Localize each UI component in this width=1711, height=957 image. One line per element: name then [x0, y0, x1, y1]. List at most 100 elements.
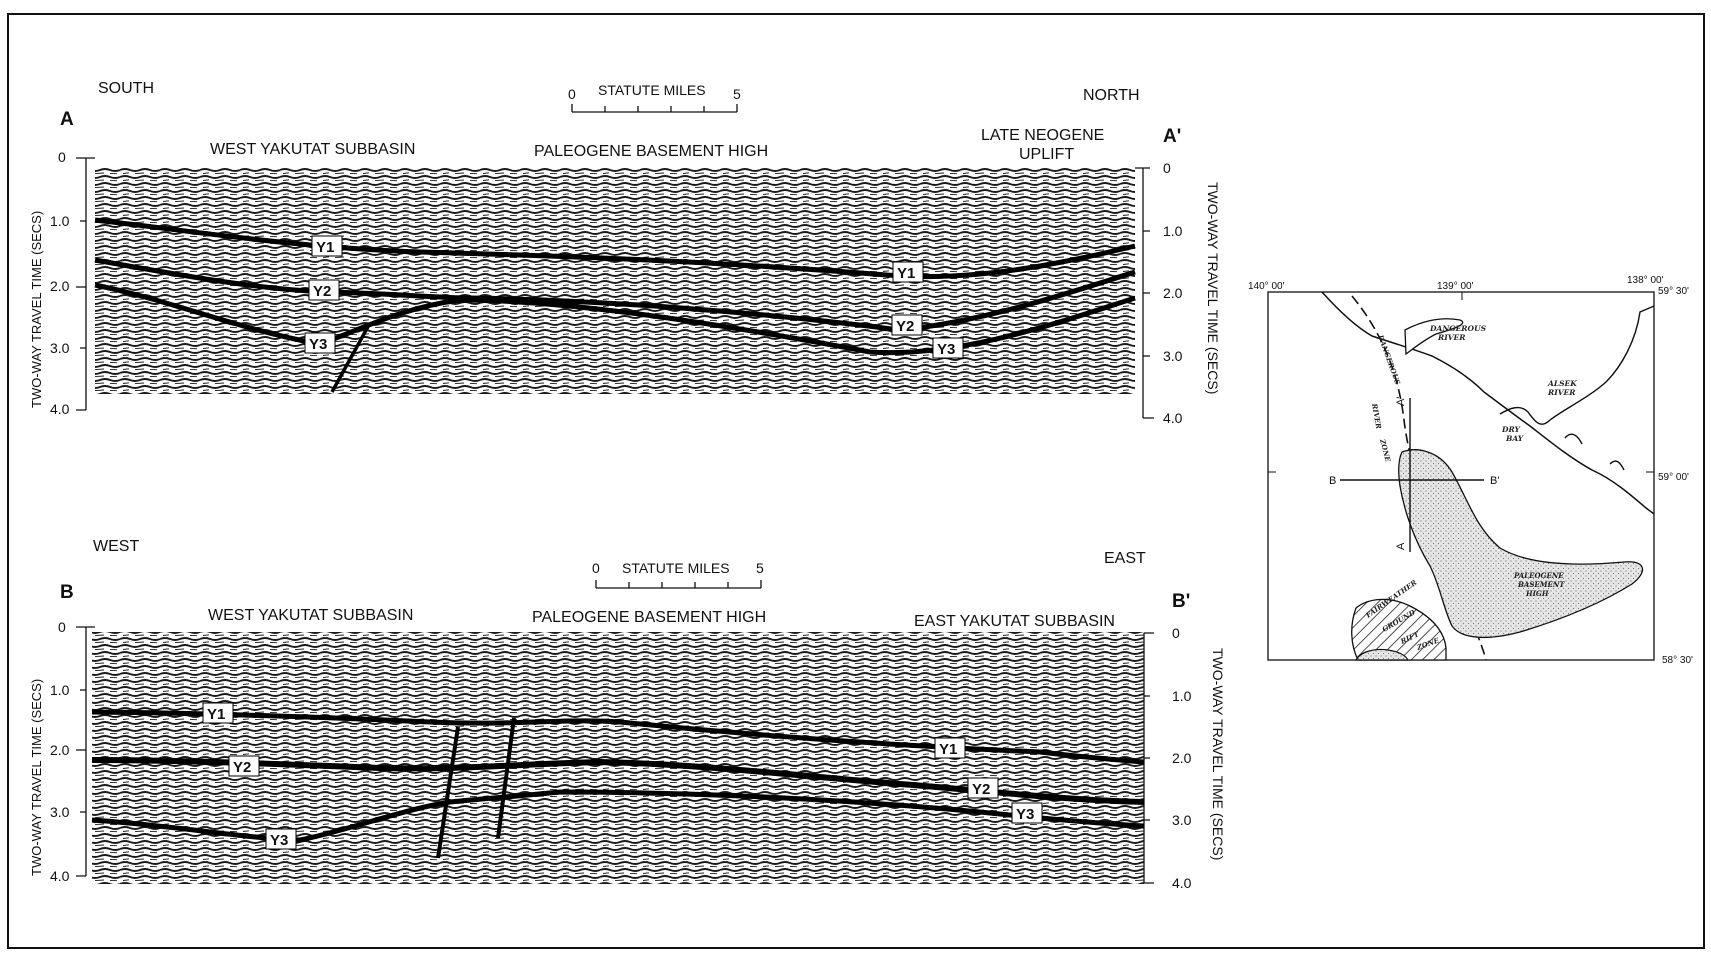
dangerous-river-label: RIVER — [1437, 333, 1466, 342]
direction-right-label: EAST — [1104, 550, 1146, 567]
axis-title: TWO-WAY TRAVEL TIME (SECS) — [29, 211, 44, 408]
tick-label: 3.0 — [50, 340, 70, 356]
axis-title: TWO-WAY TRAVEL TIME (SECS) — [1210, 648, 1226, 860]
horizon-y1 — [91, 709, 1145, 765]
tick-label: 2.0 — [50, 278, 70, 294]
tick-label: 3.0 — [1163, 348, 1183, 364]
svg-text:Y2: Y2 — [313, 283, 331, 300]
horizon-label: Y1 — [892, 261, 924, 283]
region-label-west: WEST YAKUTAT SUBBASIN — [210, 141, 415, 158]
horizon-label: Y2 — [228, 755, 260, 777]
scale-min: 0 — [568, 86, 576, 102]
dry-bay-label: BAY — [1505, 434, 1524, 443]
fairweather-rift-zone-area — [1351, 598, 1447, 661]
horizon-label: Y2 — [308, 279, 340, 301]
svg-text:Y3: Y3 — [937, 341, 955, 358]
tick-label: 2.0 — [50, 742, 70, 758]
svg-text:Y3: Y3 — [270, 832, 288, 849]
scale-max: 5 — [756, 560, 764, 576]
horizon-label: Y1 — [202, 702, 234, 724]
scale-bar: STATUTE MILES 0 5 — [592, 560, 764, 589]
fault-line — [330, 322, 372, 393]
dangerous-river-estuary — [1404, 318, 1464, 356]
dangerous-river-label: DANGEROUS — [1429, 324, 1487, 333]
svg-text:Y1: Y1 — [939, 741, 957, 758]
svg-text:Y1: Y1 — [316, 239, 334, 256]
axis-title: TWO-WAY TRAVEL TIME (SECS) — [1205, 182, 1221, 394]
line-b-end-label: B' — [1490, 475, 1499, 487]
tick-label: 4.0 — [50, 401, 70, 417]
region-label-west: WEST YAKUTAT SUBBASIN — [208, 607, 413, 624]
horizon-label: Y3 — [304, 332, 336, 354]
direction-left-label: SOUTH — [98, 80, 154, 97]
fault-line — [436, 726, 460, 859]
direction-left-label: WEST — [93, 538, 139, 555]
svg-text:Y3: Y3 — [1016, 806, 1034, 823]
profile-id-right: A' — [1163, 126, 1181, 147]
horizon-label: Y2 — [967, 777, 999, 799]
horizon-labels: Y1 Y1 Y2 Y2 Y3 Y3 — [304, 235, 964, 359]
lat-label-top: 59° 30' — [1658, 286, 1689, 297]
figure-border — [7, 13, 1705, 949]
horizon-label: Y3 — [1011, 802, 1043, 824]
profile-id-left: A — [60, 109, 74, 130]
fault-line — [496, 717, 516, 839]
lat-label-mid: 59° 00' — [1658, 472, 1689, 483]
dry-bay-label: DRY — [1501, 425, 1521, 434]
tick-label: 2.0 — [1163, 285, 1183, 301]
left-time-axis: 0 1.0 2.0 3.0 4.0 TWO-WAY TRAVEL TIME (S… — [29, 149, 95, 417]
horizon-labels: Y1 Y1 Y2 Y2 Y3 Y3 — [202, 702, 1043, 850]
region-label-center: PALEOGENE BASEMENT HIGH — [534, 143, 768, 160]
paleogene-label: HIGH — [1525, 589, 1549, 598]
tick-label: 0 — [58, 149, 66, 165]
tick-label: 1.0 — [50, 682, 70, 698]
line-b-start-label: B — [1329, 475, 1336, 487]
svg-text:Y1: Y1 — [897, 265, 915, 282]
region-label-right-line2: UPLIFT — [1019, 146, 1074, 163]
lon-label-right: 138° 00' — [1627, 275, 1664, 286]
tick-label: 0 — [1163, 160, 1171, 176]
profile-id-right: B' — [1172, 591, 1190, 612]
tick-label: 1.0 — [50, 213, 70, 229]
region-label-center: PALEOGENE BASEMENT HIGH — [532, 609, 766, 626]
horizon-y2 — [94, 257, 1136, 333]
svg-text:Y2: Y2 — [233, 759, 251, 776]
scale-title: STATUTE MILES — [622, 560, 730, 576]
scale-min: 0 — [592, 560, 600, 576]
svg-text:Y2: Y2 — [972, 781, 990, 798]
tick-label: 4.0 — [50, 868, 70, 884]
lon-label-left: 140° 00' — [1248, 281, 1285, 292]
svg-text:Y1: Y1 — [207, 706, 225, 723]
alsek-river-label: RIVER — [1547, 388, 1576, 397]
tick-label: 4.0 — [1163, 410, 1183, 426]
scale-bar: STATUTE MILES 0 5 — [568, 82, 741, 113]
location-map: 140° 00' 139° 00' 138° 00' 59° 30' 59° 0… — [1248, 275, 1693, 666]
seismic-section — [95, 168, 1135, 394]
horizon-y1 — [94, 217, 1136, 280]
region-label-east: EAST YAKUTAT SUBBASIN — [914, 613, 1115, 630]
tick-label: 2.0 — [1172, 750, 1192, 766]
tick-label: 0 — [1172, 625, 1180, 641]
horizon-label: Y2 — [891, 314, 923, 336]
right-time-axis: 0 1.0 2.0 3.0 4.0 TWO-WAY TRAVEL TIME (S… — [1135, 160, 1221, 426]
tick-label: 4.0 — [1172, 875, 1192, 891]
tick-label: 1.0 — [1163, 223, 1183, 239]
lat-label-bottom: 58° 30' — [1662, 655, 1693, 666]
scale-max: 5 — [733, 86, 741, 102]
line-a-start-label: A — [1395, 542, 1407, 550]
right-time-axis: 0 1.0 2.0 3.0 4.0 TWO-WAY TRAVEL TIME (S… — [1143, 625, 1226, 891]
region-label-right-line1: LATE NEOGENE — [981, 127, 1104, 144]
profile-a: SOUTH NORTH A A' STATUTE MILES 0 5 WEST … — [29, 80, 1221, 426]
paleogene-basement-high-area — [1398, 449, 1643, 639]
direction-right-label: NORTH — [1083, 87, 1140, 104]
lon-label-center: 139° 00' — [1437, 281, 1474, 292]
profile-id-left: B — [60, 582, 74, 603]
svg-text:Y2: Y2 — [896, 318, 914, 335]
axis-title: TWO-WAY TRAVEL TIME (SECS) — [29, 679, 44, 876]
coastline — [1321, 291, 1655, 515]
alsek-river-label: ALSEK — [1547, 379, 1577, 388]
tick-label: 0 — [58, 619, 66, 635]
tick-label: 1.0 — [1172, 688, 1192, 704]
profile-b: WEST EAST B B' STATUTE MILES 0 5 WEST YA… — [29, 538, 1226, 891]
